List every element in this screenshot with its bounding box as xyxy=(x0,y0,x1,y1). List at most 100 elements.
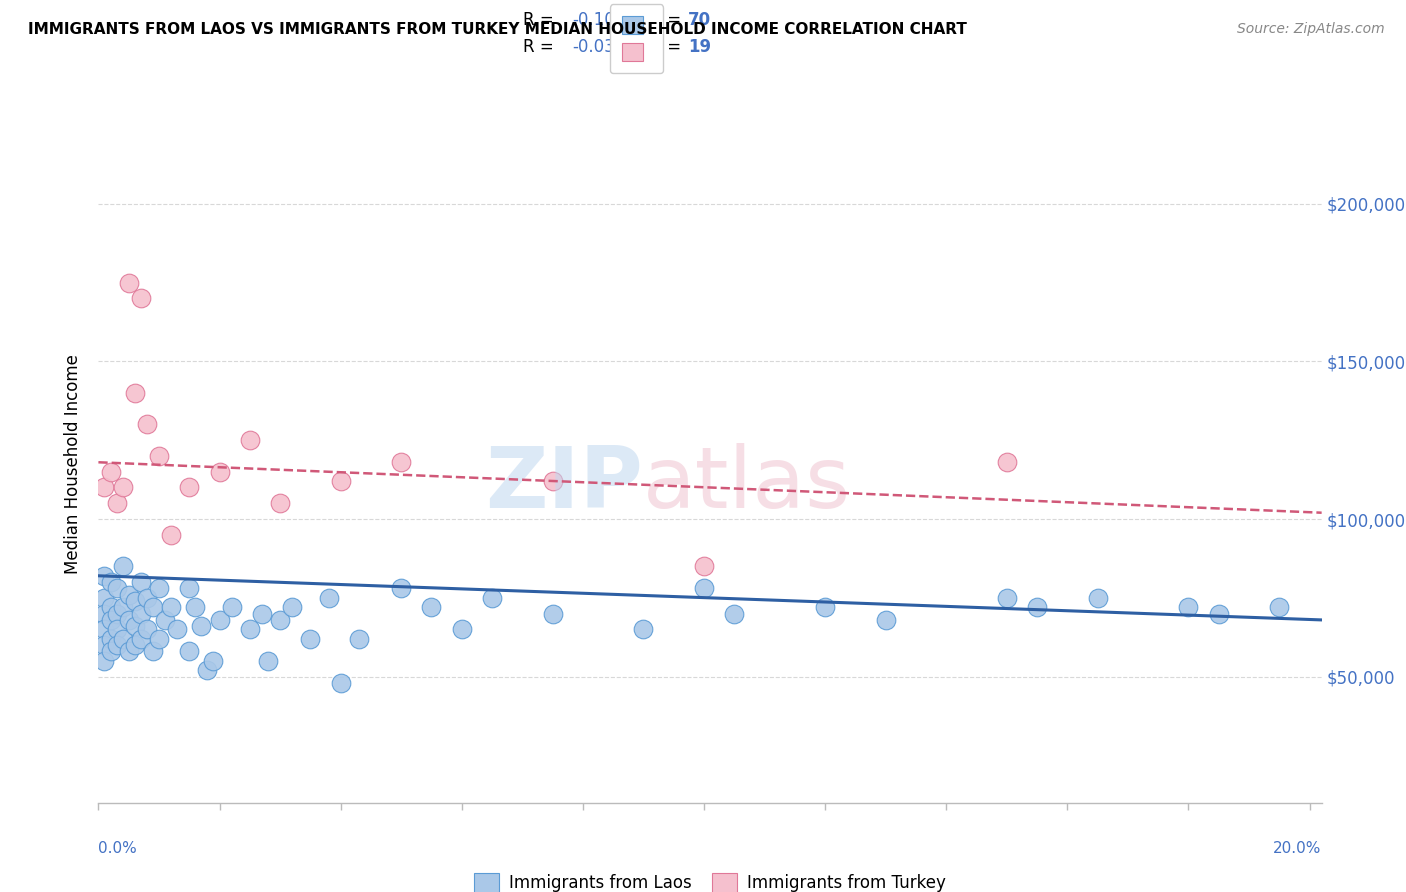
Point xyxy=(93,654,115,668)
Point xyxy=(93,607,115,621)
Y-axis label: Median Household Income: Median Household Income xyxy=(65,354,83,574)
Point xyxy=(118,613,141,627)
Point xyxy=(111,481,134,495)
Text: 0.0%: 0.0% xyxy=(98,840,138,855)
Point xyxy=(208,465,231,479)
Point xyxy=(179,644,201,658)
Point xyxy=(153,613,176,627)
Point xyxy=(389,582,412,596)
Point xyxy=(129,607,152,621)
Point xyxy=(100,600,122,615)
Point xyxy=(111,600,134,615)
Point xyxy=(100,613,122,627)
Point xyxy=(995,591,1018,605)
Point xyxy=(179,481,201,495)
Point xyxy=(142,644,165,658)
Point xyxy=(105,607,128,621)
Point xyxy=(148,632,170,646)
Point xyxy=(100,644,122,658)
Point xyxy=(1026,600,1049,615)
Point xyxy=(481,591,503,605)
Point xyxy=(135,591,157,605)
Point xyxy=(105,582,128,596)
Point xyxy=(105,638,128,652)
Point xyxy=(148,582,170,596)
Point xyxy=(118,588,141,602)
Text: 70: 70 xyxy=(688,11,711,29)
Point xyxy=(723,607,745,621)
Point xyxy=(124,619,146,633)
Point xyxy=(257,654,280,668)
Point xyxy=(100,575,122,590)
Point xyxy=(389,455,412,469)
Point xyxy=(995,455,1018,469)
Text: -0.038: -0.038 xyxy=(572,38,626,56)
Point xyxy=(124,638,146,652)
Point xyxy=(420,600,443,615)
Point xyxy=(135,417,157,432)
Point xyxy=(299,632,322,646)
Point xyxy=(221,600,243,615)
Point xyxy=(160,600,183,615)
Point xyxy=(329,676,352,690)
Point xyxy=(202,654,225,668)
Legend: Immigrants from Laos, Immigrants from Turkey: Immigrants from Laos, Immigrants from Tu… xyxy=(468,866,952,892)
Point xyxy=(160,528,183,542)
Point xyxy=(693,559,716,574)
Point xyxy=(148,449,170,463)
Point xyxy=(269,613,291,627)
Point xyxy=(541,607,564,621)
Point xyxy=(281,600,304,615)
Point xyxy=(250,607,273,621)
Point xyxy=(347,632,370,646)
Point xyxy=(105,496,128,510)
Text: atlas: atlas xyxy=(643,442,851,525)
Point xyxy=(190,619,212,633)
Point xyxy=(93,568,115,582)
Point xyxy=(129,632,152,646)
Point xyxy=(239,433,262,447)
Point xyxy=(100,632,122,646)
Text: 19: 19 xyxy=(688,38,711,56)
Point xyxy=(875,613,897,627)
Point xyxy=(93,481,115,495)
Point xyxy=(318,591,340,605)
Text: N =: N = xyxy=(640,38,686,56)
Point xyxy=(166,623,188,637)
Text: Source: ZipAtlas.com: Source: ZipAtlas.com xyxy=(1237,22,1385,37)
Point xyxy=(1268,600,1291,615)
Point xyxy=(633,623,655,637)
Text: -0.107: -0.107 xyxy=(572,11,626,29)
Point xyxy=(208,613,231,627)
Point xyxy=(693,582,716,596)
Point xyxy=(111,559,134,574)
Point xyxy=(239,623,262,637)
Point xyxy=(93,623,115,637)
Point xyxy=(541,474,564,488)
Point xyxy=(111,632,134,646)
Point xyxy=(329,474,352,488)
Point xyxy=(814,600,837,615)
Text: R =: R = xyxy=(523,38,558,56)
Point xyxy=(1208,607,1230,621)
Text: N =: N = xyxy=(640,11,686,29)
Point xyxy=(93,638,115,652)
Text: R =: R = xyxy=(523,11,558,29)
Point xyxy=(105,623,128,637)
Text: 20.0%: 20.0% xyxy=(1274,840,1322,855)
Point xyxy=(142,600,165,615)
Point xyxy=(129,291,152,305)
Point xyxy=(450,623,472,637)
Point xyxy=(184,600,207,615)
Point xyxy=(124,385,146,400)
Point xyxy=(100,465,122,479)
Point xyxy=(179,582,201,596)
Point xyxy=(118,644,141,658)
Point xyxy=(1177,600,1199,615)
Point xyxy=(93,591,115,605)
Point xyxy=(124,594,146,608)
Point xyxy=(197,664,219,678)
Point xyxy=(1087,591,1109,605)
Point xyxy=(135,623,157,637)
Text: ZIP: ZIP xyxy=(485,442,643,525)
